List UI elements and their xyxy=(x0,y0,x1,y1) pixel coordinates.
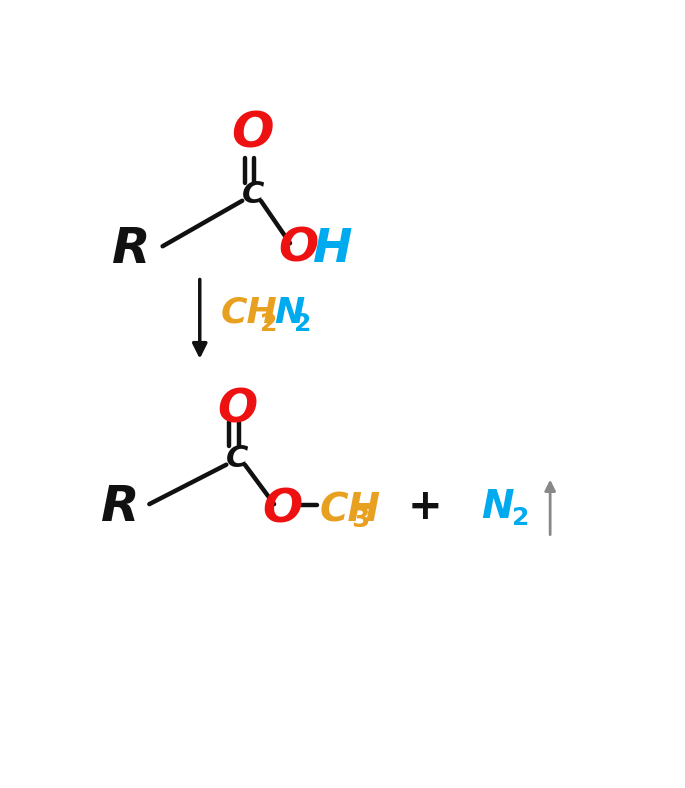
Text: R: R xyxy=(101,483,139,531)
Text: N: N xyxy=(274,296,304,330)
Text: 3: 3 xyxy=(351,507,369,533)
Text: CH: CH xyxy=(221,296,277,330)
Text: O: O xyxy=(278,227,318,272)
Text: O: O xyxy=(262,488,302,533)
Text: O: O xyxy=(232,110,274,158)
Text: C: C xyxy=(242,180,264,209)
Text: R: R xyxy=(112,225,150,273)
Text: N: N xyxy=(481,488,514,526)
Text: H: H xyxy=(313,227,352,272)
Text: 2: 2 xyxy=(295,312,312,336)
Text: C: C xyxy=(226,444,248,473)
Text: CH: CH xyxy=(319,491,380,530)
Text: O: O xyxy=(217,388,257,433)
Text: 2: 2 xyxy=(512,506,530,530)
Text: +: + xyxy=(408,486,443,528)
Text: 2: 2 xyxy=(260,312,277,336)
